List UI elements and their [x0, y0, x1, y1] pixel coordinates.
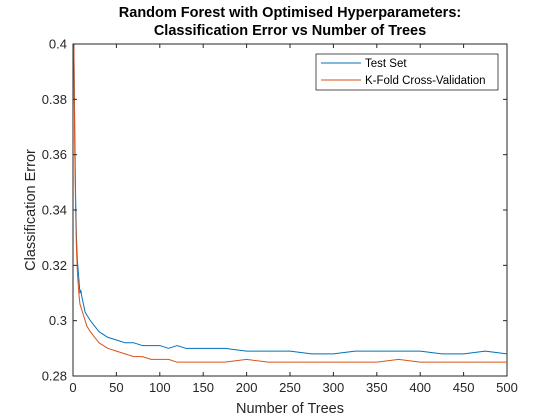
plot-area [72, 43, 508, 377]
series-layer [73, 43, 508, 363]
x-tick-label: 50 [109, 380, 123, 395]
series-line-kfold [73, 43, 507, 363]
x-tick-label: 500 [496, 380, 518, 395]
y-axis-ticks: 0.28 0.3 0.32 0.34 0.36 0.38 0.4 [42, 37, 507, 384]
legend-label-kfold: K-Fold Cross-Validation [365, 75, 486, 87]
x-tick-label: 400 [409, 380, 431, 395]
x-axis-ticks: 0 50 100 150 200 250 300 350 400 450 500 [69, 44, 518, 395]
y-tick-label: 0.38 [42, 92, 67, 107]
x-tick-label: 250 [279, 380, 301, 395]
x-tick-label: 200 [236, 380, 258, 395]
chart-title-line2: Classification Error vs Number of Trees [154, 23, 426, 39]
x-tick-label: 350 [366, 380, 388, 395]
y-axis-label: Classification Error [23, 149, 39, 271]
chart-title-line1: Random Forest with Optimised Hyperparame… [119, 5, 461, 21]
y-tick-label: 0.28 [42, 369, 67, 384]
legend-label-test-set: Test Set [365, 58, 407, 70]
x-tick-label: 150 [192, 380, 214, 395]
y-tick-label: 0.4 [49, 37, 67, 52]
y-tick-label: 0.36 [42, 147, 67, 162]
series-line-test-set [73, 43, 508, 355]
y-tick-label: 0.34 [42, 203, 67, 218]
y-tick-label: 0.32 [42, 258, 67, 273]
y-tick-label: 0.3 [49, 313, 67, 328]
x-tick-label: 300 [323, 380, 345, 395]
x-tick-label: 0 [69, 380, 76, 395]
x-axis-label: Number of Trees [236, 401, 344, 417]
x-tick-label: 450 [453, 380, 475, 395]
legend: Test Set K-Fold Cross-Validation [315, 53, 499, 91]
x-tick-label: 100 [149, 380, 171, 395]
legend-box [315, 53, 499, 91]
